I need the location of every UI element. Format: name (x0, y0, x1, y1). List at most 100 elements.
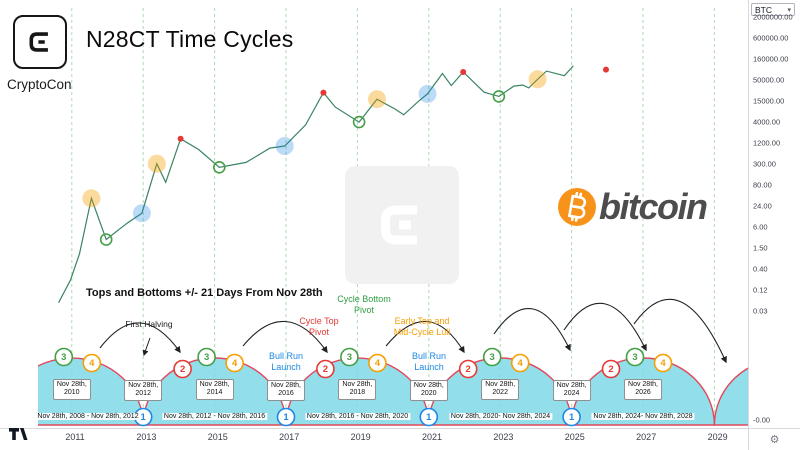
marker-cycle-bottom (492, 90, 506, 103)
stage-circle-3: 3 (625, 347, 645, 367)
annotation-early-top: Early Top and Mid-Cycle Lull (393, 316, 451, 337)
svg-text:3: 3 (490, 352, 495, 363)
cycle-range-label: Nov 28th, 2012 - Nov 28th, 2016 (161, 413, 268, 420)
cycle-range-label: Nov 28th, 2024- Nov 28th, 2028 (591, 413, 695, 420)
stage-circle-2: 2 (458, 359, 478, 379)
stage-circle-4: 4 (225, 353, 244, 373)
year-tick: 2017 (279, 432, 300, 442)
price-tick: 80.00 (753, 180, 772, 190)
stage-circle-2: 2 (173, 359, 192, 379)
year-tick: 2015 (207, 432, 228, 442)
cryptocon-watermark (345, 166, 459, 284)
price-tick: 300.00 (753, 159, 776, 169)
cycle-range-label: Nov 28th, 2008 - Nov 28th, 2012 (35, 413, 141, 420)
stage-circle-1: 1 (419, 407, 439, 427)
stage-circle-3: 3 (340, 347, 359, 367)
marker-bull-run (132, 204, 151, 223)
stage-circle-3: 3 (482, 347, 502, 367)
svg-text:2: 2 (466, 364, 471, 375)
symbol-label: BTC (755, 4, 772, 15)
svg-text:1: 1 (426, 412, 432, 423)
svg-text:3: 3 (61, 352, 66, 363)
cryptocon-logo (13, 15, 67, 69)
year-tick: 2011 (65, 432, 85, 442)
annotation-cycle-top: Cycle Top Pivot (299, 316, 339, 337)
stage-circle-3: 3 (54, 347, 74, 367)
marker-cycle-bottom (213, 161, 226, 174)
price-line (58, 65, 574, 303)
svg-text:4: 4 (375, 358, 381, 369)
time-axis[interactable]: 2011 2013 2015 2017 2019 2021 2023 2025 2027 2029 (0, 428, 748, 450)
bitcoin-coin-icon (558, 188, 596, 226)
svg-text:4: 4 (89, 358, 95, 369)
price-tick: 1.50 (753, 243, 768, 253)
marker-cycle-bottom (352, 115, 366, 129)
svg-text:3: 3 (204, 352, 209, 363)
annotation-first-halving: First Halving (125, 319, 173, 329)
price-tick: 0.03 (753, 306, 768, 316)
svg-text:2: 2 (608, 364, 613, 375)
cycle-trough-date: Nov 28th, 2024 (552, 380, 591, 401)
cycle-flow-arrow (385, 320, 465, 354)
marker-early-top (147, 154, 166, 173)
price-tick: 4000.00 (753, 117, 781, 127)
price-tick: 50000.00 (753, 75, 785, 85)
gear-icon: ⚙ (769, 434, 780, 446)
year-tick: 2029 (707, 432, 728, 442)
cycle-range-label: Nov 28th, 2020- Nov 28th, 2024 (448, 413, 553, 420)
stage-circle-4: 4 (368, 353, 387, 373)
year-tick: 2027 (636, 432, 657, 442)
svg-text:3: 3 (347, 352, 352, 363)
annotation-cycle-bottom: Cycle Bottom Pivot (337, 294, 391, 315)
annotation-tops-bottoms: Tops and Bottoms +/- 21 Days From Nov 28… (86, 287, 323, 299)
cycle-flow-arrow (99, 322, 181, 354)
cycle-peak-date: Nov 28th, 2018 (338, 379, 377, 400)
cycle-peak-date: Nov 28th, 2010 (52, 379, 91, 400)
stage-circle-3: 3 (197, 347, 216, 367)
marker-early-top (368, 90, 386, 109)
axis-settings-button[interactable]: ⚙ (748, 428, 800, 450)
cycle-flow-arrow (633, 298, 727, 364)
price-tick: 0.40 (753, 264, 768, 274)
marker-bull-run (275, 137, 294, 155)
cycle-peak-date: Nov 28th, 2026 (624, 379, 662, 400)
cycle-peak-date: Nov 28th, 2014 (195, 379, 234, 400)
annotation-bull-run-2: Bull Run Launch (411, 351, 447, 372)
marker-cycle-top (460, 69, 467, 75)
caret-down-icon: ▾ (787, 6, 791, 14)
year-tick: 2023 (493, 432, 514, 442)
cycle-range-label: Nov 28th, 2016 - Nov 28th, 2020 (304, 413, 411, 420)
cryptocon-c-icon (29, 32, 48, 52)
price-axis[interactable]: BTC ▾ 2000000.00 600000.00 160000.00 50000.… (748, 0, 800, 428)
cycle-trough-date: Nov 28th, 2012 (124, 380, 163, 401)
price-tick: 6.00 (753, 222, 768, 232)
svg-text:1: 1 (141, 412, 147, 423)
cryptocon-watermark-icon (381, 205, 417, 245)
cycle-hump (713, 367, 748, 426)
price-tick: 2000000.00 (753, 12, 793, 22)
tradingview-logo[interactable] (8, 425, 32, 443)
svg-text:4: 4 (232, 358, 238, 369)
annotation-bull-run-1: Bull Run Launch (268, 351, 304, 372)
price-tick: 600000.00 (753, 33, 789, 43)
brand-name: CryptoCon (7, 77, 72, 92)
symbol-button[interactable]: BTC ▾ (751, 3, 795, 16)
page-title: N28CT Time Cycles (86, 26, 294, 52)
svg-text:2: 2 (323, 364, 328, 375)
cycle-peak-date: Nov 28th, 2022 (481, 379, 520, 400)
stage-circle-4: 4 (510, 353, 530, 373)
price-tick: 160000.00 (753, 54, 789, 64)
cycle-trough-date: Nov 28th, 2016 (267, 380, 305, 401)
marker-cycle-top (177, 135, 184, 142)
cycle-flow-arrow (493, 308, 571, 352)
year-tick: 2019 (350, 432, 371, 442)
price-tick: 0.12 (753, 285, 768, 295)
stage-circle-4: 4 (653, 353, 673, 373)
svg-text:2: 2 (180, 364, 185, 375)
zero-price-label: -0.00 (753, 415, 771, 425)
stage-circle-2: 2 (601, 359, 621, 379)
svg-text:1: 1 (283, 412, 289, 423)
svg-text:1: 1 (569, 412, 575, 423)
svg-text:3: 3 (632, 352, 637, 363)
